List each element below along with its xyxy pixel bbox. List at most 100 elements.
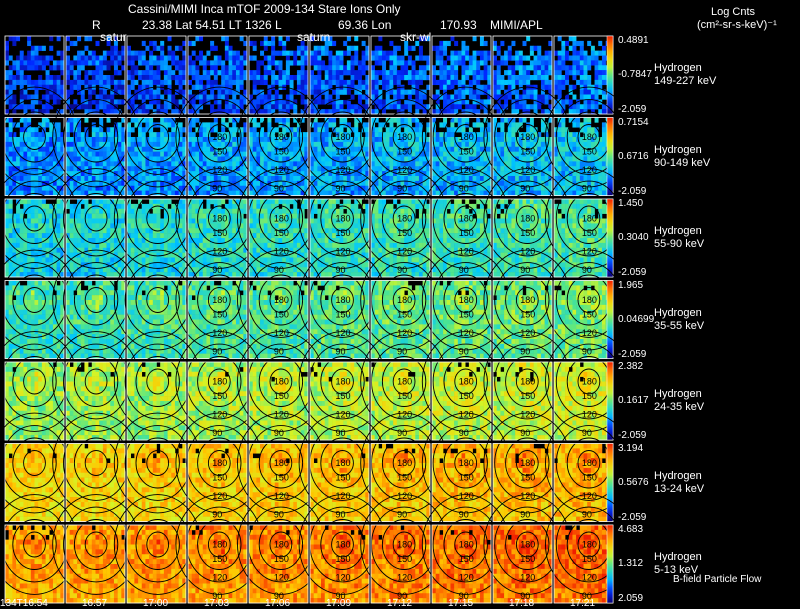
colorbar	[606, 35, 614, 115]
panel-border	[370, 198, 431, 278]
contour-label: 90	[212, 591, 222, 601]
panel-border	[187, 117, 248, 196]
contour-ring	[454, 450, 478, 476]
image-panel	[113, 412, 202, 522]
contour-ring	[454, 205, 478, 232]
panel-border	[492, 361, 553, 441]
panel-border	[248, 198, 309, 278]
contour-label: 120	[336, 491, 351, 501]
contour-label: 150	[212, 228, 227, 238]
colorbar-max: 1.450	[618, 198, 644, 209]
contour-ring	[443, 519, 488, 570]
colorbar	[606, 198, 614, 278]
contour-label: 90	[336, 591, 346, 601]
contour-ring	[555, 99, 622, 175]
image-panel: 180 150 120 90	[175, 494, 264, 604]
contour-label: 150	[212, 310, 227, 320]
contour-label: 150	[459, 310, 474, 320]
energy-label: 13-24 keV	[654, 482, 705, 495]
contour-ring	[505, 519, 550, 570]
contour-label: 180	[336, 540, 351, 550]
contour-label: 150	[212, 473, 227, 483]
contour-label: 90	[520, 510, 530, 520]
image-panel	[310, 36, 370, 115]
contour-ring	[555, 262, 622, 338]
image-panel	[113, 86, 202, 196]
contour-label: 180	[212, 295, 227, 305]
image-panel	[52, 494, 140, 604]
lon-readout: 170.93	[440, 18, 477, 32]
contour-ring	[515, 450, 539, 476]
panel-border	[65, 117, 126, 196]
panel-border	[248, 280, 309, 359]
contour-ring	[577, 287, 601, 313]
contour-ring	[197, 356, 242, 407]
colorbar	[606, 280, 614, 359]
contour-ring	[555, 180, 622, 257]
contour-ring	[515, 205, 539, 232]
time-tick-label: 17:03	[204, 598, 230, 609]
contour-ring	[135, 274, 180, 326]
image-panel	[554, 36, 614, 115]
contour-label: 180	[520, 295, 535, 305]
panel-border	[248, 35, 309, 115]
image-panel	[52, 86, 140, 196]
contour-label: 150	[520, 147, 535, 157]
contour-label: 150	[336, 310, 351, 320]
contour-ring	[84, 124, 108, 150]
contour-ring	[207, 368, 231, 395]
contour-label: 120	[336, 165, 351, 175]
contour-label: 120	[212, 573, 227, 583]
contour-ring	[331, 531, 354, 558]
colorbar-mid: 0.1617	[618, 395, 649, 406]
contour-ring	[381, 193, 427, 244]
contour-ring	[505, 193, 550, 244]
contour-label: 120	[459, 573, 474, 583]
colorbar-min: 2.059	[618, 593, 644, 604]
contour-ring	[12, 519, 57, 570]
panel-border	[309, 361, 370, 441]
contour-ring	[381, 111, 427, 163]
contour-label: 120	[397, 410, 412, 420]
contour-ring	[320, 193, 365, 244]
contour-label: 150	[397, 228, 412, 238]
contour-label: 150	[336, 554, 351, 564]
contour-label: 120	[459, 491, 474, 501]
colorbar-units: (cm²-sr-s-keV)⁻¹	[697, 19, 777, 31]
contour-label: 120	[336, 573, 351, 583]
colorbar-mid: -0.7847	[618, 69, 652, 80]
contour-label: 150	[336, 228, 351, 238]
contour-ring	[269, 287, 293, 313]
panel-border	[370, 361, 431, 441]
colorbar-min: -2.059	[618, 185, 647, 197]
contour-ring	[135, 356, 180, 407]
contour-label: 150	[397, 391, 412, 401]
contour-label: 150	[582, 228, 597, 238]
contour-label: 180	[459, 295, 474, 305]
image-panel: 180 150 120 90	[298, 168, 387, 278]
contour-label: 180	[397, 540, 412, 550]
contour-label: 180	[582, 540, 597, 550]
contour-ring	[555, 425, 622, 501]
time-tick-label: 16:57	[82, 598, 108, 609]
contour-ring	[269, 450, 293, 476]
contour-ring	[197, 111, 242, 163]
contour-label: 90	[520, 265, 530, 275]
image-panel: 180 150 120 90	[298, 412, 387, 522]
contour-ring	[545, 494, 633, 595]
species-label: Hydrogen	[654, 62, 702, 74]
image-panel: 180 150 120 90	[360, 412, 448, 522]
panel-border	[370, 280, 431, 359]
panel-border	[126, 117, 187, 196]
species-label: Hydrogen	[654, 551, 702, 563]
contour-ring	[146, 287, 170, 313]
contour-label: 150	[274, 310, 289, 320]
contour-label: 150	[582, 310, 597, 320]
colorbar-mid: 0.5676	[618, 476, 649, 488]
contour-label: 90	[520, 428, 530, 438]
energy-label: 55-90 keV	[654, 238, 705, 250]
contour-ring	[258, 356, 304, 407]
energy-label: 24-35 keV	[654, 401, 705, 413]
position-readout: 23.38 Lat 54.51 LT 1326 L	[142, 18, 282, 32]
contour-label: 90	[459, 428, 469, 438]
